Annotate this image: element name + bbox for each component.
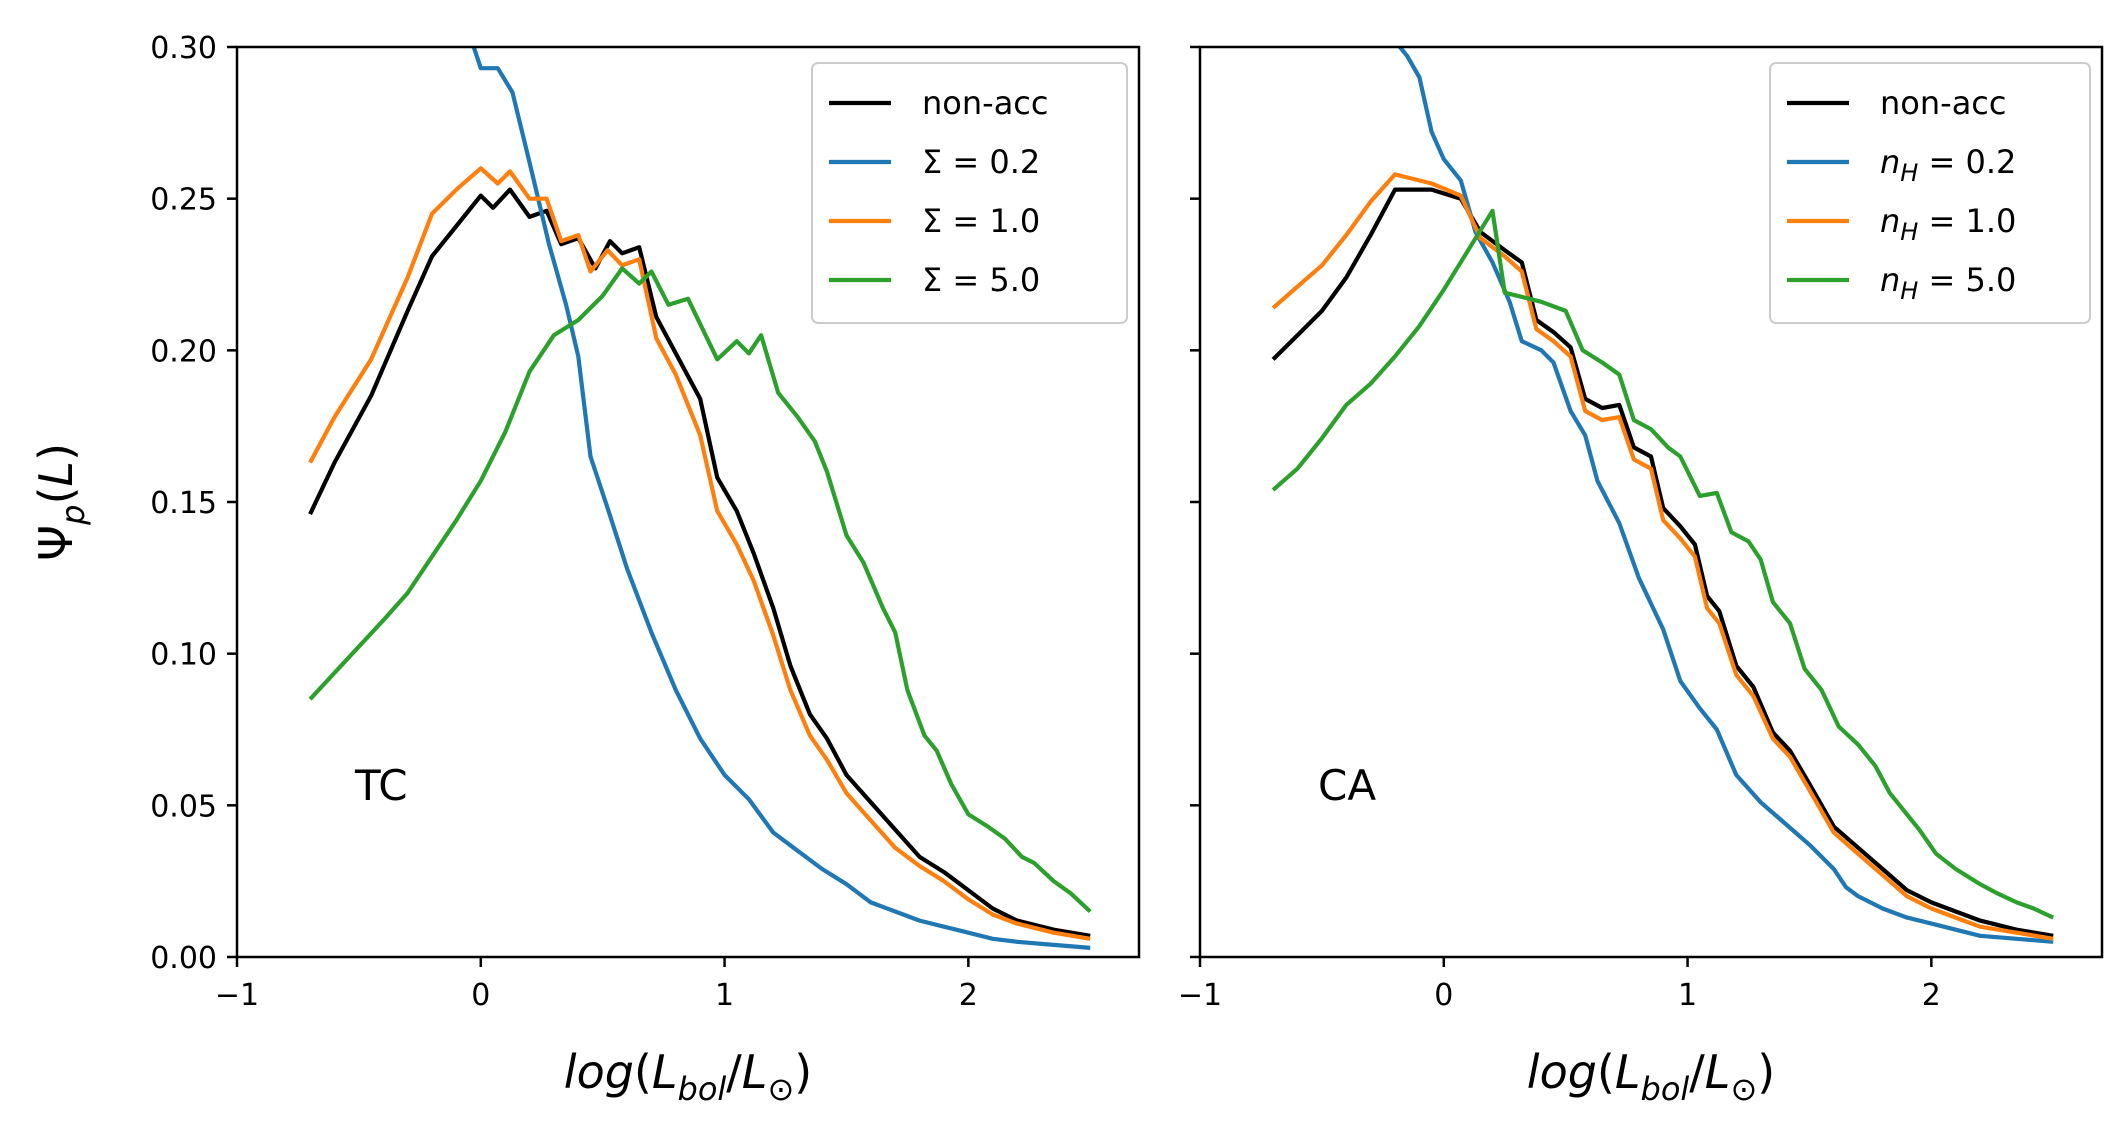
panel-label: CA — [1318, 761, 1376, 810]
legend-label: Σ = 1.0 — [922, 202, 1040, 240]
y-tick-label: 0.05 — [150, 789, 217, 824]
legend-box — [1769, 62, 2091, 324]
x-tick-label: −1 — [215, 978, 259, 1013]
legend-label-main: n — [1880, 143, 1900, 181]
series-group — [1271, 47, 2055, 944]
legend-label-sub: H — [1900, 277, 1918, 305]
x-axis-label: log(Lbol/L⊙) — [1527, 1045, 1775, 1108]
x-tick-label: 2 — [1922, 978, 1941, 1013]
legend-box — [811, 62, 1128, 324]
series-line-3 — [308, 266, 1092, 914]
y-tick-label: 0.25 — [150, 183, 217, 218]
y-ticks — [1190, 45, 1200, 959]
legend: non-acc Σ = 0.2 Σ = 1.0 Σ = 5.0 — [811, 62, 1128, 324]
legend-label-main: Σ = 0.2 — [922, 143, 1040, 181]
series-line-0 — [308, 187, 1091, 938]
y-tick-label: 0.10 — [150, 638, 217, 673]
legend-label-main: n — [1880, 261, 1900, 299]
legend-label: Σ = 5.0 — [922, 261, 1040, 299]
panel-tc: −1 0 1 2 0.00 0.05 0.10 0.15 0.20 0.25 0.30 TC lo… — [150, 31, 1141, 1108]
series-line-2 — [308, 166, 1091, 941]
y-axis-label: Ψp(L) — [29, 443, 92, 561]
y-ticks: 0.00 0.05 0.10 0.15 0.20 0.25 0.30 — [150, 31, 237, 976]
x-tick-label: 2 — [959, 978, 978, 1013]
legend-label-main: non-acc — [1880, 84, 2006, 122]
legend-label: nH = 5.0 — [1880, 261, 2016, 305]
legend-label-tail: = 0.2 — [1918, 143, 2016, 181]
y-tick-label: 0.15 — [150, 486, 217, 521]
legend-label: nH = 1.0 — [1880, 202, 2016, 246]
legend-label: nH = 0.2 — [1880, 143, 2016, 187]
legend-label: Σ = 0.2 — [922, 143, 1040, 181]
y-tick-label: 0.20 — [150, 334, 217, 369]
x-tick-label: 1 — [1678, 978, 1697, 1013]
x-tick-label: 0 — [471, 978, 490, 1013]
x-tick-label: −1 — [1178, 978, 1222, 1013]
x-tick-label: 1 — [715, 978, 734, 1013]
y-tick-label: 0.30 — [150, 31, 217, 66]
series-line-0 — [1271, 187, 2054, 938]
legend-label-main: Σ = 5.0 — [922, 261, 1040, 299]
legend-label-tail: = 1.0 — [1918, 202, 2016, 240]
legend-label: non-acc — [922, 84, 1048, 122]
legend-label-main: Σ = 1.0 — [922, 202, 1040, 240]
legend-label-main: n — [1880, 202, 1900, 240]
series-line-3 — [1271, 208, 2055, 920]
legend-label-tail: = 5.0 — [1918, 261, 2016, 299]
series-group — [308, 47, 1092, 950]
legend-label-sub: H — [1900, 159, 1918, 187]
x-axis-label: log(Lbol/L⊙) — [564, 1045, 812, 1108]
y-tick-label: 0.00 — [150, 941, 217, 976]
legend-label-sub: H — [1900, 218, 1918, 246]
panel-label: TC — [354, 761, 408, 810]
x-ticks: −1 0 1 2 — [215, 957, 978, 1013]
x-ticks: −1 0 1 2 — [1178, 957, 1941, 1013]
legend-label-main: non-acc — [922, 84, 1048, 122]
series-line-2 — [1271, 172, 2054, 941]
x-tick-label: 0 — [1434, 978, 1453, 1013]
legend-label: non-acc — [1880, 84, 2006, 122]
series-line-1 — [471, 47, 1091, 950]
